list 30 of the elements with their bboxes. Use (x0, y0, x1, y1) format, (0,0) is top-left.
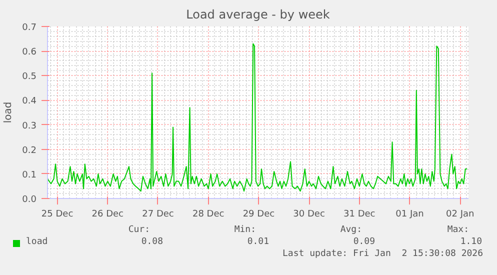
text: 0.01 (247, 236, 269, 249)
x-tick-label: 31 Dec (344, 210, 376, 220)
text: Min: (234, 224, 256, 237)
text: Max: (447, 224, 469, 237)
y-tick-label: 0.5 (22, 72, 37, 82)
x-tick-label: 27 Dec (142, 210, 174, 220)
line-series (48, 43, 468, 192)
x-tick-label: 29 Dec (242, 210, 275, 220)
chart-title: Load average - by week (186, 8, 330, 22)
x-tick-label: 28 Dec (192, 210, 224, 220)
x-tick-label: 02 Jan (446, 210, 474, 220)
text: 1.10 (460, 236, 482, 249)
text: Cur: (128, 224, 150, 237)
y-axis-title: load (3, 102, 14, 124)
legend-label: load (26, 236, 48, 249)
x-tick-label: 25 Dec (41, 210, 74, 220)
x-tick-label: 01 Jan (396, 210, 424, 220)
y-tick-label: 0.3 (22, 121, 37, 132)
y-tick-label: 0.4 (22, 96, 37, 107)
y-tick-label: 0.7 (22, 23, 37, 33)
y-tick-label: 0.0 (22, 195, 37, 205)
text: Avg: (340, 224, 362, 237)
text: 0.09 (353, 236, 375, 249)
y-tick-label: 0.1 (22, 170, 37, 180)
text: Last update: Fri Jan 2 15:30:08 2026 (282, 248, 483, 261)
y-tick-label: 0.2 (22, 146, 37, 156)
y-tick-label: 0.6 (22, 48, 37, 58)
text: 0.08 (141, 236, 163, 249)
x-tick-label: 26 Dec (92, 210, 124, 220)
x-tick-label: 30 Dec (293, 210, 325, 220)
